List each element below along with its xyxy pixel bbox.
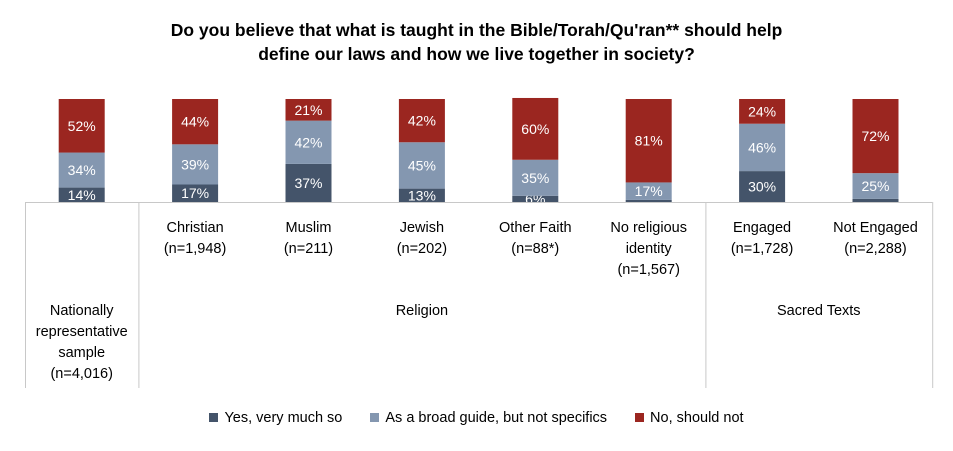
category-label-line: Nationally [49,303,114,319]
bar-segment-3-4 [398,99,445,143]
legend-item-1: Yes, very much so [209,410,342,426]
bar-segment-3-8 [852,99,899,174]
bar-segment-2-1 [58,152,105,188]
bar-segment-3-7 [739,99,786,124]
bar-segment-3-6 [625,99,672,183]
data-label-2-5: 35% [521,170,549,186]
bar-segment-2-2 [172,144,219,185]
bar-segment-1-2 [172,184,219,202]
category-label-2: Christian (n=1,948) [138,218,251,260]
category-label-line: Jewish [399,220,445,236]
data-label-2-6: 17% [635,183,663,199]
data-label-2-2: 39% [181,156,209,172]
data-label-1-1: 14% [68,187,96,203]
chart-title-line1: Do you believe that what is taught in th… [170,20,783,40]
category-label-line: (n=202) [396,241,448,257]
data-label-3-3: 21% [294,102,322,118]
data-label-3-5: 60% [521,121,549,137]
group-label-1: Religion [395,303,449,319]
category-label-line: Other Faith [499,220,572,236]
bar-segment-1-4 [398,188,445,202]
bar-segment-3-3 [285,99,332,121]
bar-segment-2-7 [739,123,786,172]
category-label-line: (n=88*) [511,241,560,257]
data-label-2-3: 42% [294,134,322,150]
category-label-line: Muslim [285,220,332,236]
category-label-line: Not Engaged [833,220,918,236]
category-label-1: Nationally representative sample (n=4,016) [25,301,138,385]
legend-item-3: No, should not [635,410,744,426]
category-label-line: Christian [166,220,224,236]
category-label-line: No religious [610,220,687,236]
data-label-1-4: 13% [408,187,436,203]
chart-title-line2: define our laws and how we live together… [258,44,695,64]
category-label-line: Engaged [733,220,792,236]
bar-segment-1-7 [739,171,786,202]
legend-swatch [370,413,380,422]
bar-segment-1-3 [285,163,332,202]
data-label-3-8: 72% [861,128,889,144]
bar-segment-2-3 [285,120,332,164]
category-label-line: (n=1,567) [617,262,680,278]
legend-swatch [635,413,645,422]
bar-segment-1-1 [58,187,105,202]
category-label-line: (n=2,288) [844,241,907,257]
category-label-line: (n=211) [283,241,334,257]
category-label-4: Jewish (n=202) [365,218,478,260]
chart-title: Do you believe that what is taught in th… [0,18,953,66]
category-label-line: identity [625,241,672,257]
category-label-6: No religious identity (n=1,567) [592,218,705,281]
group-label-2: Sacred Texts [777,303,861,319]
data-label-1-7: 30% [748,179,776,195]
bar-segment-1-6 [625,199,672,202]
category-label-line: sample [58,345,106,361]
data-label-2-4: 45% [408,157,436,173]
category-label-line: (n=4,016) [50,366,113,382]
bar-segment-2-5 [512,159,559,196]
category-label-line: (n=1,948) [163,241,227,257]
bar-segment-1-5 [512,195,559,202]
bar-segment-1-8 [852,198,899,202]
category-label-line: representative [35,324,128,340]
data-label-3-1: 52% [68,118,96,134]
legend-swatch [209,413,219,422]
category-label-7: Engaged (n=1,728) [705,218,818,260]
bar-segment-2-8 [852,173,899,199]
legend-label: As a broad guide, but not specifics [385,410,608,426]
data-label-1-2: 17% [181,185,209,201]
bar-segment-3-2 [172,99,219,145]
bar-segment-3-5 [512,97,559,160]
category-label-3: Muslim (n=211) [252,218,365,260]
category-label-8: Not Engaged (n=2,288) [819,218,932,260]
data-label-3-6: 81% [635,133,663,149]
data-label-1-3: 37% [294,175,322,191]
legend: Yes, very much so As a broad guide, but n… [0,410,953,426]
data-label-3-7: 24% [748,103,776,119]
bar-segment-2-6 [625,182,672,200]
category-label-5: Other Faith (n=88*) [479,218,592,260]
bar-segment-3-1 [58,99,105,153]
data-label-3-2: 44% [181,114,209,130]
legend-label: Yes, very much so [224,410,343,426]
legend-label: No, should not [650,410,744,426]
bar-segment-2-4 [398,142,445,189]
legend-item-2: As a broad guide, but not specifics [370,410,607,426]
data-label-2-7: 46% [748,139,776,155]
data-label-3-4: 42% [408,113,436,129]
data-label-2-8: 25% [861,178,889,194]
data-label-2-1: 34% [68,162,96,178]
category-label-line: (n=1,728) [730,241,794,257]
